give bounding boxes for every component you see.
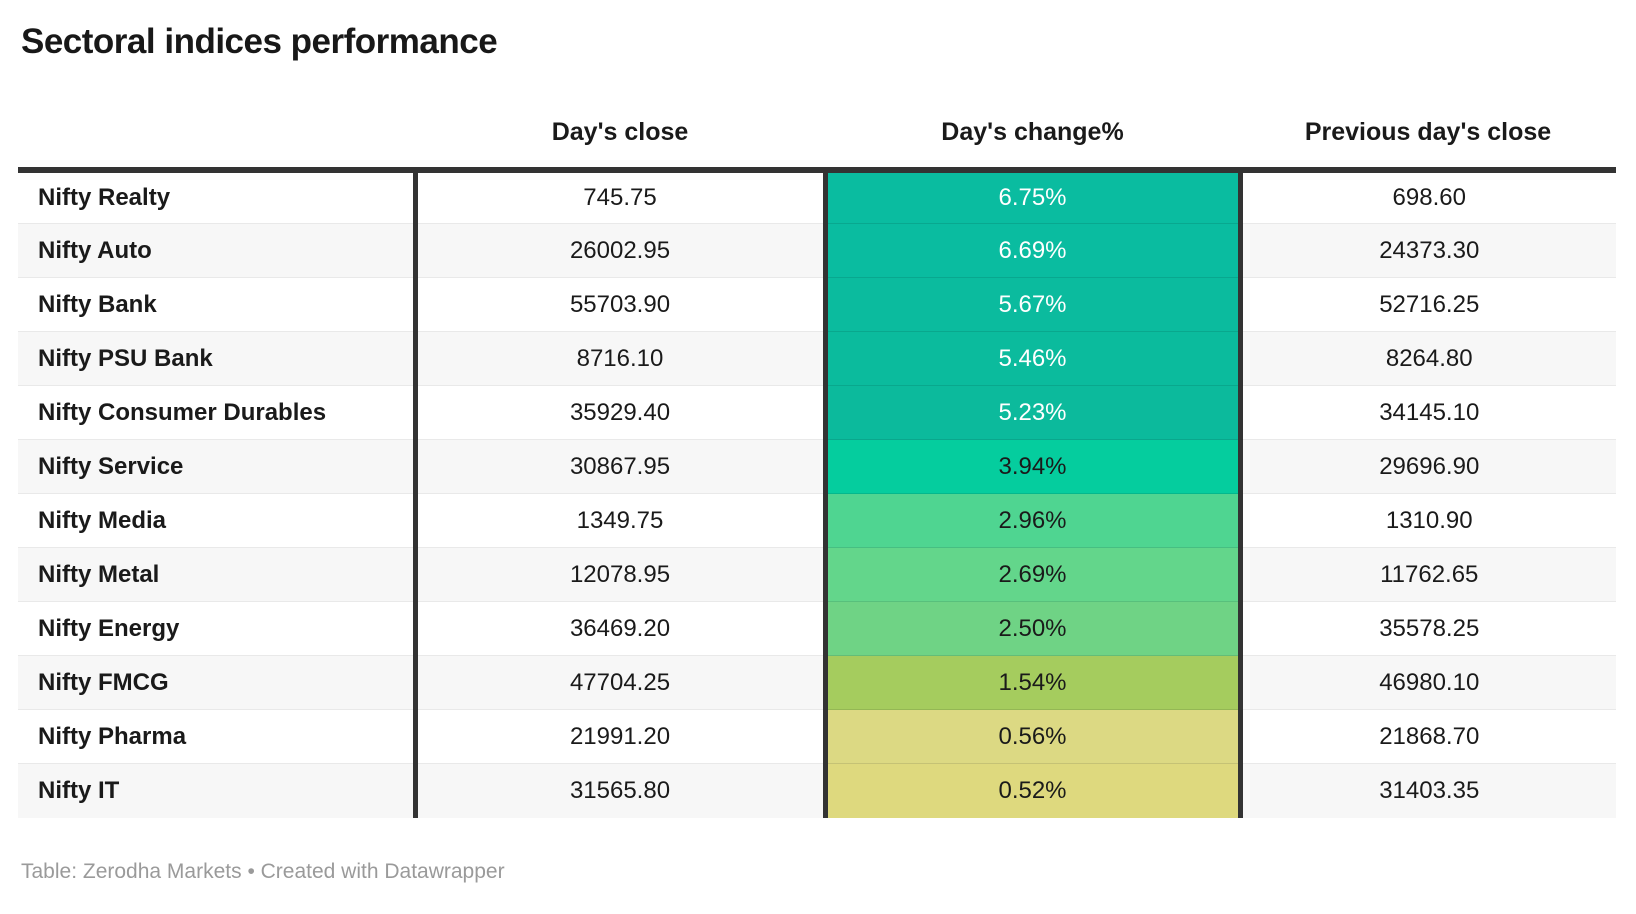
cell-days-close: 8716.10 [412, 331, 825, 386]
cell-days-change: 5.23% [822, 385, 1240, 440]
cell-days-close: 55703.90 [412, 277, 825, 332]
cell-days-change: 1.54% [822, 655, 1240, 710]
cell-days-change: 5.67% [822, 277, 1240, 332]
table-row: Nifty PSU Bank 8716.10 5.46% 8264.80 [18, 331, 1616, 386]
footer-prefix: Table: [21, 859, 83, 883]
cell-days-close: 30867.95 [412, 439, 825, 494]
row-label: Nifty Pharma [18, 709, 415, 764]
cell-previous-close: 35578.25 [1237, 601, 1616, 656]
sectoral-indices-table: Day's close Day's change% Previous day's… [18, 63, 1616, 818]
cell-previous-close: 52716.25 [1237, 277, 1616, 332]
page-title: Sectoral indices performance [21, 22, 498, 61]
table-row: Nifty IT 31565.80 0.52% 31403.35 [18, 763, 1616, 818]
cell-days-change: 0.52% [822, 763, 1240, 818]
column-header-days-change: Day's change% [825, 63, 1240, 173]
row-label: Nifty Service [18, 439, 415, 494]
table-row: Nifty Realty 745.75 6.75% 698.60 [18, 169, 1616, 224]
row-label: Nifty IT [18, 763, 415, 818]
cell-previous-close: 21868.70 [1237, 709, 1616, 764]
row-label: Nifty Bank [18, 277, 415, 332]
cell-previous-close: 24373.30 [1237, 223, 1616, 278]
cell-days-change: 2.50% [822, 601, 1240, 656]
cell-previous-close: 46980.10 [1237, 655, 1616, 710]
datawrapper-attribution-link[interactable]: Created with Datawrapper [260, 859, 505, 883]
row-label: Nifty Media [18, 493, 415, 548]
cell-days-close: 35929.40 [412, 385, 825, 440]
cell-days-close: 745.75 [412, 169, 825, 224]
table-row: Nifty Metal 12078.95 2.69% 11762.65 [18, 547, 1616, 602]
cell-days-close: 47704.25 [412, 655, 825, 710]
cell-days-close: 1349.75 [412, 493, 825, 548]
cell-days-change: 2.69% [822, 547, 1240, 602]
cell-days-change: 6.69% [822, 223, 1240, 278]
footer-separator: • [241, 859, 261, 883]
table-header: Day's close Day's change% Previous day's… [18, 63, 1616, 173]
row-label: Nifty FMCG [18, 655, 415, 710]
cell-days-close: 36469.20 [412, 601, 825, 656]
cell-days-close: 31565.80 [412, 763, 825, 818]
cell-days-close: 21991.20 [412, 709, 825, 764]
cell-previous-close: 8264.80 [1237, 331, 1616, 386]
cell-previous-close: 11762.65 [1237, 547, 1616, 602]
cell-previous-close: 698.60 [1237, 169, 1616, 224]
row-label: Nifty Auto [18, 223, 415, 278]
column-header-previous-close: Previous day's close [1240, 63, 1616, 173]
table-row: Nifty Auto 26002.95 6.69% 24373.30 [18, 223, 1616, 278]
table-row: Nifty Service 30867.95 3.94% 29696.90 [18, 439, 1616, 494]
table-row: Nifty Pharma 21991.20 0.56% 21868.70 [18, 709, 1616, 764]
footer: Table: Zerodha Markets • Created with Da… [21, 860, 1636, 884]
cell-days-change: 3.94% [822, 439, 1240, 494]
cell-previous-close: 1310.90 [1237, 493, 1616, 548]
cell-days-change: 5.46% [822, 331, 1240, 386]
row-label: Nifty PSU Bank [18, 331, 415, 386]
row-label: Nifty Energy [18, 601, 415, 656]
row-label: Nifty Metal [18, 547, 415, 602]
table-row: Nifty Bank 55703.90 5.67% 52716.25 [18, 277, 1616, 332]
row-label: Nifty Consumer Durables [18, 385, 415, 440]
table-row: Nifty Media 1349.75 2.96% 1310.90 [18, 493, 1616, 548]
source-link[interactable]: Zerodha Markets [82, 859, 242, 883]
table-row: Nifty FMCG 47704.25 1.54% 46980.10 [18, 655, 1616, 710]
cell-days-close: 26002.95 [412, 223, 825, 278]
table-row: Nifty Energy 36469.20 2.50% 35578.25 [18, 601, 1616, 656]
table-row: Nifty Consumer Durables 35929.40 5.23% 3… [18, 385, 1616, 440]
cell-days-change: 0.56% [822, 709, 1240, 764]
row-label: Nifty Realty [18, 169, 415, 224]
cell-previous-close: 29696.90 [1237, 439, 1616, 494]
cell-days-change: 2.96% [822, 493, 1240, 548]
cell-previous-close: 34145.10 [1237, 385, 1616, 440]
cell-days-change: 6.75% [822, 169, 1240, 224]
table-body: Nifty Realty 745.75 6.75% 698.60 Nifty A… [18, 169, 1616, 818]
column-header-blank [18, 63, 415, 173]
cell-previous-close: 31403.35 [1237, 763, 1616, 818]
cell-days-close: 12078.95 [412, 547, 825, 602]
column-header-days-close: Day's close [415, 63, 825, 173]
